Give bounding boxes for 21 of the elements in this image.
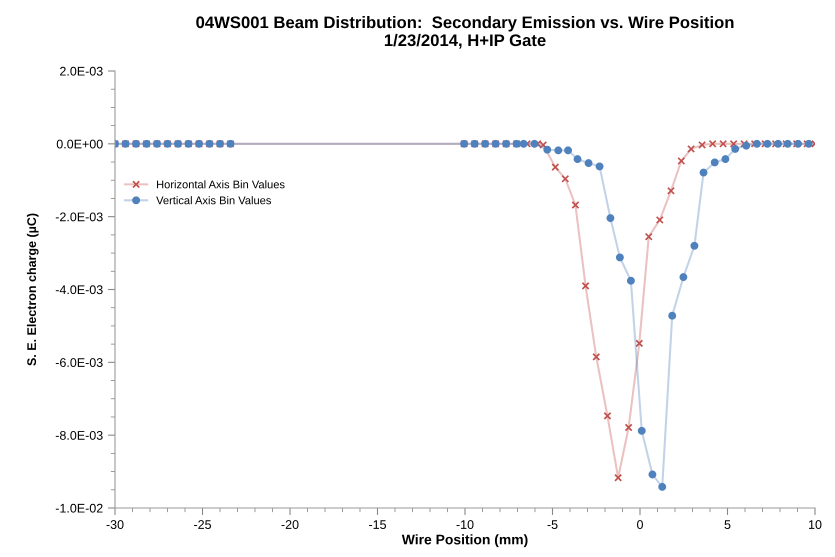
chart-title: 04WS001 Beam Distribution: Secondary Emission vs. Wire Position 1/23/2014, H+IP Gate [196,16,734,49]
y-axis-title: S. E. Electron charge (µC) [26,214,39,366]
y-tick-label: -4.0E-03 [56,285,103,294]
x-tick-label: -5 [548,520,558,529]
y-tick-label: 2.0E-03 [60,66,103,76]
y-tick-label: -6.0E-03 [56,358,103,367]
y-tick-label: -1.0E-02 [56,504,103,513]
y-tick-label: -2.0E-03 [56,212,103,222]
y-tick-label: -8.0E-03 [56,430,103,440]
x-axis-title: Wire Position (mm) [402,534,528,548]
x-tick-label: 10 [809,520,822,529]
x-tick-label: -10 [456,520,474,529]
x-tick-label: -20 [282,520,299,529]
x-tick-label: -15 [369,520,386,529]
legend-label: Horizontal Axis Bin Values [157,180,285,188]
x-tick-label: -30 [106,520,124,529]
x-tick-label: 5 [724,520,730,529]
y-tick-label: 0.0E+00 [56,140,103,148]
x-tick-label: -25 [194,520,212,529]
x-tick-label: 0 [637,520,643,529]
legend-label: Vertical Axis Bin Values [156,196,271,204]
